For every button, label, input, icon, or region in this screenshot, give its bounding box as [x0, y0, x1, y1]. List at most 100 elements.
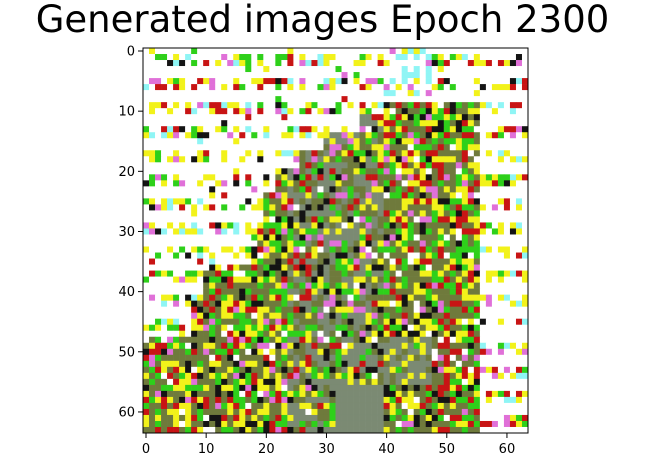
image-pixel — [437, 102, 445, 109]
image-pixel — [323, 420, 330, 428]
image-pixel — [143, 366, 150, 374]
image-pixel — [203, 396, 210, 404]
image-pixel — [293, 378, 300, 386]
image-pixel — [395, 288, 402, 295]
image-pixel — [407, 354, 415, 362]
image-pixel — [515, 216, 523, 223]
image-pixel — [269, 342, 276, 350]
image-pixel — [437, 354, 445, 362]
image-pixel — [329, 138, 336, 145]
image-pixel — [239, 258, 246, 265]
image-pixel — [317, 360, 324, 368]
image-pixel — [353, 348, 360, 356]
image-pixel — [239, 120, 246, 127]
image-pixel — [419, 204, 427, 211]
image-pixel — [251, 168, 258, 175]
image-pixel — [275, 354, 282, 362]
image-pixel — [437, 318, 445, 326]
image-pixel — [197, 108, 204, 115]
image-pixel — [167, 120, 174, 127]
image-pixel — [353, 60, 360, 67]
image-pixel — [245, 108, 252, 115]
image-pixel — [191, 240, 198, 247]
image-pixel — [329, 108, 336, 115]
image-pixel — [413, 390, 421, 398]
image-pixel — [413, 168, 421, 175]
image-pixel — [389, 282, 396, 289]
image-pixel — [491, 276, 499, 283]
image-pixel — [329, 234, 336, 241]
image-pixel — [215, 114, 222, 121]
image-pixel — [197, 378, 204, 386]
image-pixel — [209, 108, 216, 115]
image-pixel — [359, 192, 366, 199]
image-pixel — [413, 282, 421, 289]
image-pixel — [401, 390, 408, 398]
image-pixel — [275, 84, 282, 91]
image-pixel — [455, 186, 463, 193]
image-pixel — [209, 288, 216, 295]
image-pixel — [401, 90, 408, 97]
image-pixel — [275, 114, 282, 121]
image-pixel — [317, 306, 324, 313]
image-pixel — [179, 120, 186, 127]
image-pixel — [443, 252, 451, 259]
image-pixel — [413, 186, 421, 193]
image-pixel — [209, 192, 216, 199]
image-pixel — [383, 294, 390, 301]
image-pixel — [431, 210, 439, 217]
image-pixel — [341, 276, 348, 283]
image-pixel — [449, 312, 457, 320]
image-pixel — [335, 288, 342, 295]
image-pixel — [335, 222, 342, 229]
image-pixel — [473, 204, 481, 211]
image-pixel — [461, 246, 469, 253]
image-pixel — [431, 48, 439, 55]
image-pixel — [209, 414, 216, 422]
image-pixel — [521, 342, 529, 350]
image-pixel — [353, 132, 360, 139]
image-pixel — [287, 216, 294, 223]
image-pixel — [167, 72, 174, 79]
image-pixel — [287, 354, 294, 362]
image-pixel — [275, 216, 282, 223]
image-pixel — [401, 240, 408, 247]
image-pixel — [227, 330, 234, 338]
image-pixel — [389, 162, 396, 169]
image-pixel — [161, 204, 168, 211]
image-pixel — [155, 294, 162, 301]
image-pixel — [341, 354, 348, 362]
image-pixel — [335, 144, 342, 151]
image-pixel — [419, 66, 427, 73]
image-pixel — [221, 78, 228, 85]
image-pixel — [191, 336, 198, 344]
image-pixel — [413, 120, 421, 127]
image-pixel — [173, 258, 180, 265]
image-pixel — [299, 294, 306, 301]
image-pixel — [275, 54, 282, 61]
image-pixel — [245, 330, 252, 338]
image-pixel — [173, 312, 180, 320]
image-pixel — [491, 336, 499, 344]
image-pixel — [305, 318, 312, 326]
image-pixel — [371, 186, 378, 193]
image-pixel — [287, 180, 294, 187]
image-pixel — [413, 192, 421, 199]
image-pixel — [149, 270, 156, 277]
image-pixel — [377, 192, 384, 199]
image-pixel — [497, 348, 505, 356]
y-tick-label: 10 — [118, 105, 135, 120]
image-pixel — [497, 366, 505, 374]
image-pixel — [161, 324, 168, 332]
image-pixel — [509, 288, 517, 295]
image-pixel — [227, 288, 234, 295]
image-pixel — [245, 84, 252, 91]
image-pixel — [407, 102, 415, 109]
image-pixel — [335, 252, 342, 259]
image-pixel — [227, 162, 234, 169]
image-pixel — [407, 222, 415, 229]
image-pixel — [161, 114, 168, 121]
image-pixel — [341, 378, 348, 386]
image-pixel — [209, 354, 216, 362]
image-pixel — [413, 336, 421, 344]
